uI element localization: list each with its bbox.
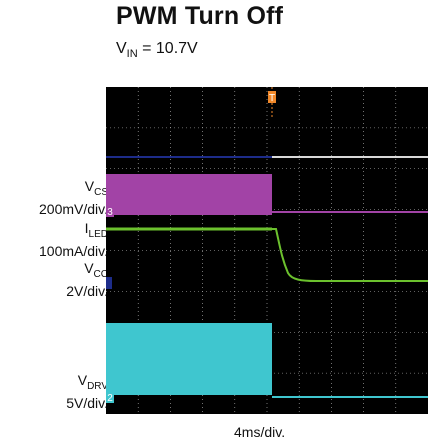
vin-subscript: IN — [126, 48, 138, 61]
vcc-marker — [106, 277, 112, 289]
vcs-burst — [106, 175, 272, 215]
vcs-scale: 200mV/div. — [39, 200, 108, 217]
vcs-marker — [106, 205, 114, 217]
vdrv-scale: 5V/div. — [66, 394, 108, 411]
vcs-marker-label: 3 — [107, 207, 113, 218]
vdrv-symbol: V — [77, 372, 88, 388]
chart-subtitle: VIN = 10.7V — [116, 40, 198, 60]
vcc-off-trace — [272, 228, 428, 282]
iled-subscript: LED — [88, 228, 108, 240]
x-axis-label: 4ms/div. — [234, 424, 286, 440]
trigger-marker — [268, 91, 276, 103]
oscilloscope-display: T 3 2 — [106, 87, 428, 414]
vin-value: = 10.7V — [137, 40, 198, 57]
vdrv-marker-label: 2 — [107, 393, 113, 404]
vcc-subscript: CC — [93, 268, 108, 280]
chart-title: PWM Turn Off — [116, 2, 284, 30]
vdrv-marker — [106, 391, 114, 403]
vcs-label: VCS 200mV/div. — [39, 178, 108, 217]
vcc-scale: 2V/div. — [66, 282, 108, 299]
vcs-subscript: CS — [94, 186, 108, 198]
vin-symbol: V — [116, 40, 127, 57]
vcc-symbol: V — [84, 260, 94, 276]
vdrv-subscript: DRV — [87, 380, 108, 392]
vdrv-label: VDRV 5V/div. — [66, 372, 108, 411]
iled-scale: 100mA/div. — [39, 242, 108, 259]
trigger-marker-label: T — [269, 93, 275, 104]
iled-symbol: I — [84, 220, 89, 236]
vcs-symbol: V — [84, 178, 95, 194]
vdrv-burst — [106, 323, 272, 395]
iled-label: ILED 100mA/div. — [39, 220, 108, 259]
vcc-label: VCC 2V/div. — [66, 260, 108, 299]
